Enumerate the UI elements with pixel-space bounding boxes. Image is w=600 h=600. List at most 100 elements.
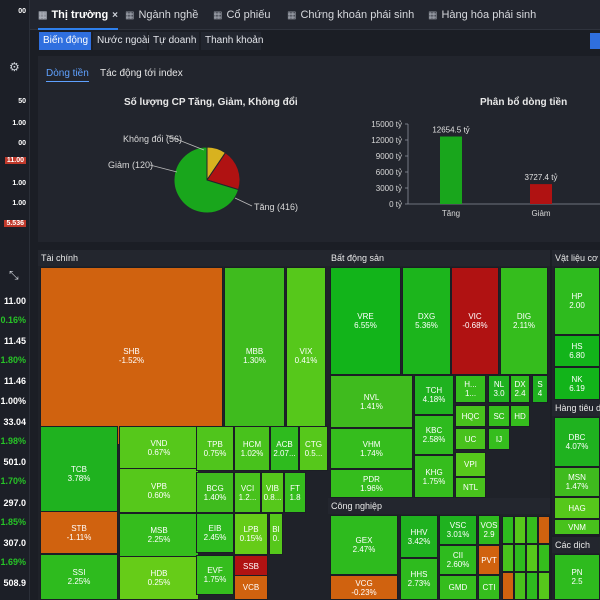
tab-chung-khoan-phai-sinh[interactable]: ▦ Chứng khoán phái sinh — [287, 0, 414, 30]
treemap-cell-ij[interactable]: IJ — [488, 428, 510, 450]
treemap-cell-hd[interactable]: HD — [510, 405, 530, 427]
gear-icon[interactable]: ⚙ — [9, 60, 20, 74]
treemap-cell-khg[interactable]: KHG 1.75% — [414, 455, 454, 498]
treemap-small-cell[interactable] — [526, 516, 538, 544]
treemap-cell-cii[interactable]: CII 2.60% — [439, 545, 477, 575]
treemap-small-cell[interactable] — [538, 572, 550, 600]
treemap-cell-h[interactable]: H... 1... — [455, 375, 486, 403]
treemap-cell-eib[interactable]: EIB 2.45% — [196, 513, 234, 553]
treemap-small-cell[interactable] — [526, 544, 538, 572]
pie-slice-tang[interactable] — [173, 146, 240, 214]
treemap-cell-tpb[interactable]: TPB 0.75% — [196, 426, 234, 471]
subtab-thanh-khoan[interactable]: Thanh khoản — [201, 32, 263, 50]
close-icon[interactable]: × — [112, 10, 119, 21]
treemap-cell-vhm[interactable]: VHM 1.74% — [330, 428, 413, 469]
treemap-cell-vcb[interactable]: VCB — [234, 575, 268, 600]
treemap-cell-vix[interactable]: VIX 0.41% — [286, 267, 326, 445]
treemap-cell-lpb[interactable]: LPB 0.15% — [234, 513, 268, 555]
treemap-cell-hqc[interactable]: HQC — [455, 405, 486, 427]
treemap-cell-ssi[interactable]: SSI 2.25% — [40, 554, 118, 600]
subtab-tu-doanh[interactable]: Tự doanh — [149, 32, 199, 50]
treemap-cell-bi[interactable]: BI 0. — [269, 513, 283, 555]
treemap-cell-hdb[interactable]: HDB 0.25% — [119, 556, 199, 600]
treemap-cell-mbb[interactable]: MBB 1.30% — [224, 267, 285, 445]
treemap-cell-vre[interactable]: VRE 6.55% — [330, 267, 401, 375]
treemap-cell-bcg[interactable]: BCG 1.40% — [196, 472, 234, 513]
tab-thi-truong[interactable]: ▦ Thị trường × — [38, 0, 119, 30]
treemap-cell-vnm[interactable]: VNM — [554, 519, 600, 535]
panel-tab-dong-tien[interactable]: Dòng tiền — [46, 68, 89, 82]
panel-tab-tac-dong[interactable]: Tác động tới index — [100, 68, 183, 79]
treemap-cell-vcg[interactable]: VCG -0.23% — [330, 575, 398, 600]
expand-icon[interactable]: ⤡ — [9, 268, 19, 282]
tab-nganh-nghe[interactable]: ▦ Ngành nghề — [125, 0, 198, 30]
treemap-cell-sc[interactable]: SC — [488, 405, 510, 427]
treemap-cell-dx[interactable]: DX 2.4 — [510, 375, 530, 403]
treemap-cell-pn[interactable]: PN 2.5 — [554, 554, 600, 600]
left-big-value: 1.85% — [0, 517, 26, 527]
treemap-cell-uc[interactable]: UC — [455, 428, 486, 450]
ticker-change: 1.47% — [565, 482, 589, 491]
treemap-cell-vos[interactable]: VOS 2.9 — [478, 515, 500, 545]
pie-slice-giam[interactable] — [206, 151, 241, 191]
treemap-cell-kbc[interactable]: KBC 2.58% — [414, 415, 454, 455]
treemap-small-cell[interactable] — [514, 572, 526, 600]
tab-hang-hoa-phai-sinh[interactable]: ▦ Hàng hóa phái sinh — [428, 0, 536, 30]
treemap-cell-ft[interactable]: FT 1.8 — [284, 472, 306, 513]
treemap-cell-cti[interactable]: CTI — [478, 575, 500, 600]
treemap-cell-nk[interactable]: NK 6.19 — [554, 367, 600, 400]
treemap-cell-acb[interactable]: ACB 2.07... — [270, 426, 299, 471]
treemap-cell-pvt[interactable]: PVT — [478, 545, 500, 575]
treemap-small-cell[interactable] — [514, 516, 526, 544]
tab-co-phieu[interactable]: ▦ Cổ phiếu — [213, 0, 271, 30]
treemap-small-cell[interactable] — [538, 544, 550, 572]
treemap-cell-shb[interactable]: SHB -1.52% — [40, 267, 223, 445]
ticker-symbol: DX — [514, 380, 526, 389]
treemap-small-cell[interactable] — [502, 516, 514, 544]
treemap-small-cell[interactable] — [538, 516, 550, 544]
treemap-cell-gex[interactable]: GEX 2.47% — [330, 515, 398, 575]
treemap-small-cell[interactable] — [514, 544, 526, 572]
treemap-cell-pdr[interactable]: PDR 1.96% — [330, 469, 413, 498]
treemap-cell-vic[interactable]: VIC -0.68% — [451, 267, 499, 375]
treemap-cell-hag[interactable]: HAG — [554, 497, 600, 519]
treemap-cell-evf[interactable]: EVF 1.75% — [196, 555, 234, 595]
treemap-cell-ctg[interactable]: CTG 0.5... — [299, 426, 328, 471]
treemap-cell-dbc[interactable]: DBC 4.07% — [554, 417, 600, 467]
treemap-cell-dig[interactable]: DIG 2.11% — [500, 267, 548, 375]
action-button[interactable] — [590, 33, 600, 49]
treemap-cell-msb[interactable]: MSB 2.25% — [119, 513, 199, 557]
treemap-cell-stb[interactable]: STB -1.11% — [40, 511, 118, 554]
treemap-cell-dxg[interactable]: DXG 5.36% — [402, 267, 451, 375]
treemap-cell-vsc[interactable]: VSC 3.01% — [439, 515, 477, 545]
treemap-cell-ssb[interactable]: SSB — [234, 555, 268, 577]
treemap-cell-ntl[interactable]: NTL — [455, 477, 486, 498]
subtab-bien-dong[interactable]: Biến động — [39, 32, 91, 50]
treemap-cell-vpb[interactable]: VPB 0.60% — [119, 468, 199, 513]
ticker-symbol: VHM — [362, 439, 381, 449]
bar-giam[interactable] — [530, 184, 552, 204]
treemap-cell-msn[interactable]: MSN 1.47% — [554, 467, 600, 497]
treemap-cell-hhv[interactable]: HHV 3.42% — [400, 515, 438, 558]
ticker-symbol: CII — [452, 551, 464, 560]
treemap-small-cell[interactable] — [502, 572, 514, 600]
treemap-cell-tcb[interactable]: TCB 3.78% — [40, 426, 118, 521]
treemap-small-cell[interactable] — [526, 572, 538, 600]
treemap-cell-vpi[interactable]: VPI — [455, 452, 486, 477]
treemap-cell-hp[interactable]: HP 2.00 — [554, 267, 600, 335]
left-big-value: 1.80% — [0, 355, 26, 365]
treemap-cell-nvl[interactable]: NVL 1.41% — [330, 375, 413, 428]
treemap-cell-vnd[interactable]: VND 0.67% — [119, 426, 199, 469]
treemap-cell-hhs[interactable]: HHS 2.73% — [400, 558, 438, 600]
treemap-cell-nl[interactable]: NL 3.0 — [488, 375, 510, 403]
treemap-cell-hs[interactable]: HS 6.80 — [554, 335, 600, 367]
treemap-cell-vib[interactable]: VIB 0.8... — [261, 472, 284, 513]
treemap-cell-gmd[interactable]: GMD — [439, 575, 477, 600]
subtab-nuoc-ngoai[interactable]: Nước ngoài — [93, 32, 150, 50]
treemap-cell-tch[interactable]: TCH 4.18% — [414, 375, 454, 415]
bar-tang[interactable] — [440, 136, 462, 204]
treemap-cell-hcm[interactable]: HCM 1.02% — [234, 426, 270, 471]
treemap-small-cell[interactable] — [502, 544, 514, 572]
treemap-cell-vci[interactable]: VCI 1.2... — [234, 472, 261, 513]
